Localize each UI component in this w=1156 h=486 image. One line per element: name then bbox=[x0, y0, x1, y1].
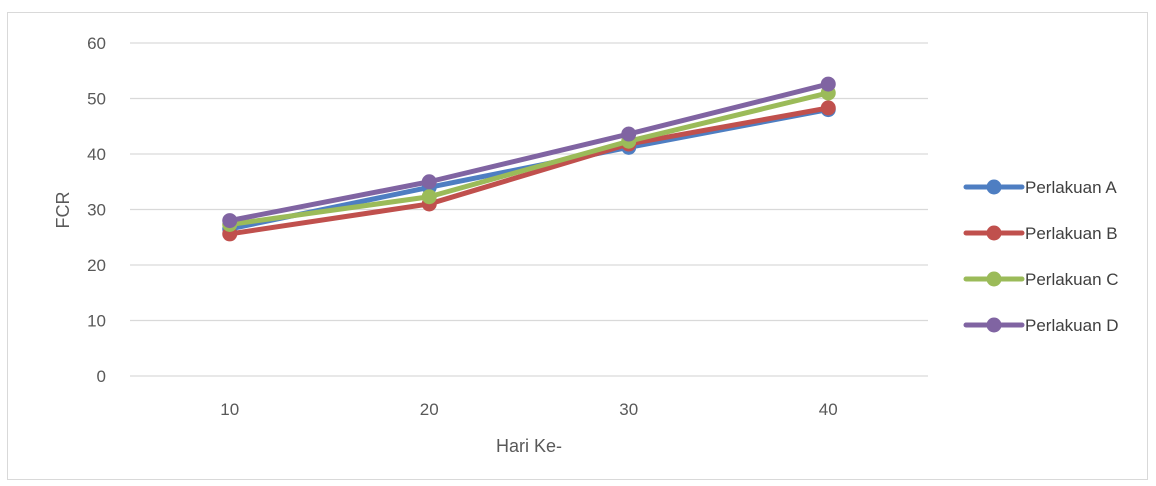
legend-marker bbox=[986, 317, 1002, 333]
legend-item: Perlakuan B bbox=[963, 224, 1118, 243]
y-tick-label: 10 bbox=[87, 312, 106, 331]
y-tick-label: 30 bbox=[87, 201, 106, 220]
legend-marker bbox=[986, 225, 1002, 241]
legend-label: Perlakuan B bbox=[1025, 224, 1118, 243]
y-tick-label: 50 bbox=[87, 90, 106, 109]
x-tick-label: 40 bbox=[819, 400, 838, 419]
chart-frame bbox=[7, 12, 1148, 480]
x-tick-label: 20 bbox=[420, 400, 439, 419]
legend-label: Perlakuan C bbox=[1025, 270, 1119, 289]
series-line bbox=[227, 81, 831, 224]
x-axis-ticks: 10 20 30 40 bbox=[220, 400, 837, 419]
data-point bbox=[421, 189, 437, 205]
y-axis-label: FCR bbox=[53, 192, 73, 229]
data-point bbox=[421, 174, 437, 190]
series-line bbox=[227, 105, 831, 237]
legend-item: Perlakuan D bbox=[963, 316, 1119, 335]
y-tick-label: 20 bbox=[87, 256, 106, 275]
legend-marker bbox=[986, 179, 1002, 195]
data-point bbox=[621, 126, 637, 142]
legend: Perlakuan A Perlakuan B Perlakuan C Perlaku… bbox=[963, 178, 1119, 335]
data-point bbox=[820, 100, 836, 116]
x-axis-label: Hari Ke- bbox=[496, 436, 562, 456]
legend-item: Perlakuan A bbox=[963, 178, 1117, 197]
series-4 bbox=[222, 76, 836, 229]
y-tick-label: 0 bbox=[97, 367, 106, 386]
y-tick-label: 40 bbox=[87, 145, 106, 164]
legend-label: Perlakuan A bbox=[1025, 178, 1117, 197]
legend-item: Perlakuan C bbox=[963, 270, 1119, 289]
x-tick-label: 30 bbox=[619, 400, 638, 419]
y-axis-ticks: 0 10 20 30 40 50 60 bbox=[87, 34, 106, 386]
data-point bbox=[222, 213, 238, 229]
series-lines bbox=[222, 76, 836, 242]
legend-label: Perlakuan D bbox=[1025, 316, 1119, 335]
data-point bbox=[820, 76, 836, 92]
legend-marker bbox=[986, 271, 1002, 287]
gridlines bbox=[130, 42, 928, 377]
series-line bbox=[227, 90, 831, 227]
x-tick-label: 10 bbox=[220, 400, 239, 419]
y-tick-label: 60 bbox=[87, 34, 106, 53]
